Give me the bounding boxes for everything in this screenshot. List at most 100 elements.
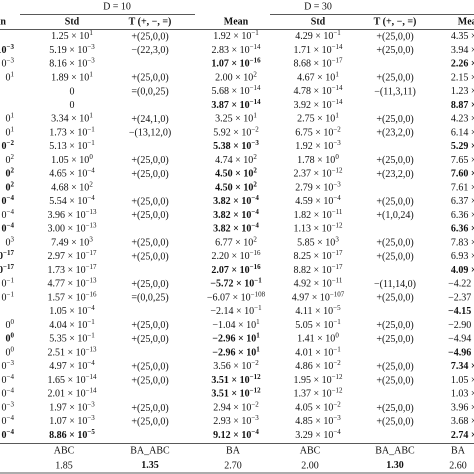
table-cell: 3.51 × 10−12 <box>211 373 261 387</box>
table-cell: 8.86 × 10−5 <box>49 428 95 442</box>
table-cell: 4.04 × 10−1 <box>49 318 95 332</box>
table-cell: 3.68 × 10 <box>451 417 474 428</box>
cell-base: 4.59 × 10 <box>295 196 333 207</box>
table-cell: 4.86 × 10−2 <box>295 359 341 373</box>
rank-value: 1.35 <box>141 460 159 471</box>
cell-base: 0 <box>2 403 7 414</box>
cell-exponent: −4 <box>251 194 259 202</box>
table-cell: 1.23 × 10 <box>451 86 474 97</box>
table-cell: +(25,0,0) <box>376 293 413 304</box>
cell-base: 1.73 × 10 <box>47 265 85 276</box>
cell-exponent: −17 <box>3 249 14 257</box>
cell-base: 5.92 × 10 <box>213 128 251 139</box>
table-cell: 2.93 × 10−3 <box>213 414 259 428</box>
cell-base: 0 <box>0 265 3 276</box>
cell-exponent: −3 <box>87 56 95 64</box>
table-cell: 3.00 × 10−13 <box>47 221 97 235</box>
cell-exponent: 1 <box>89 111 93 119</box>
cell-base: 4.05 × 10 <box>295 403 333 414</box>
cell-exponent: 1 <box>256 331 260 339</box>
table-cell: +(25,0,0) <box>376 238 413 249</box>
cell-exponent: −14 <box>332 97 343 105</box>
table-cell: −4.94 × 10 <box>448 334 474 345</box>
rank-value: 1.85 <box>55 460 73 471</box>
cell-exponent: −1 <box>7 290 15 298</box>
table-cell: +(23,2,0) <box>376 169 413 180</box>
table-cell: 0−4 <box>2 373 15 387</box>
group-header: D = 30 <box>304 1 332 12</box>
cell-base: 4.50 × 10 <box>215 169 253 180</box>
cell-base: −1.04 × 10 <box>212 320 256 331</box>
cell-base: 2.26 × 10 <box>451 59 474 70</box>
table-cell: 2.26 × 10 <box>451 59 474 70</box>
cell-base: 3.34 × 10 <box>51 114 89 125</box>
table-cell: 01 <box>6 70 15 84</box>
cell-base: 5.85 × 10 <box>297 238 335 249</box>
table-cell: 2.94 × 10−2 <box>213 400 259 414</box>
table-cell: +(25,0,0) <box>131 403 168 414</box>
cell-base: 0 <box>6 73 11 84</box>
cell-base: 2.01 × 10 <box>47 389 85 400</box>
cell-base: 3.87 × 10 <box>211 100 249 111</box>
table-cell: +(25,0,0) <box>376 362 413 373</box>
table-cell: 1.65 × 10−14 <box>47 373 97 387</box>
cell-exponent: −12 <box>250 373 261 381</box>
cell-base: 4.97 × 10 <box>292 293 330 304</box>
cell-exponent: −3 <box>7 359 15 367</box>
table-cell: 0−17 <box>0 249 14 263</box>
cell-exponent: 3 <box>335 235 339 243</box>
table-cell: 2.37 × 10−12 <box>293 166 343 180</box>
table-cell: 3.96 × 10−13 <box>47 207 97 221</box>
cell-exponent: −4 <box>251 428 259 436</box>
cell-exponent: −3 <box>333 139 341 147</box>
cell-exponent: −14 <box>86 386 97 394</box>
cell-exponent: −1 <box>251 29 259 37</box>
cell-exponent: −2 <box>251 125 259 133</box>
cell-exponent: 0 <box>11 345 15 353</box>
table-cell: 9.12 × 10−4 <box>213 428 259 442</box>
table-cell: 5.38 × 10−3 <box>213 139 259 153</box>
algorithm-label: BA <box>451 445 466 456</box>
table-cell: −(11,3,11) <box>374 86 416 97</box>
cell-base: 4.50 × 10 <box>215 183 253 194</box>
cell-exponent: −1 <box>87 125 95 133</box>
group-header: D = 10 <box>103 1 131 12</box>
table-cell: 2.83 × 10−14 <box>211 42 261 56</box>
cell-base: 4.35 × 10 <box>451 31 474 42</box>
table-cell: 2.51 × 10−13 <box>47 345 97 359</box>
table-cell: 02 <box>6 180 15 194</box>
cell-base: 1.13 × 10 <box>293 224 331 235</box>
table-cell: 2.07 × 10−16 <box>211 263 261 277</box>
table-cell: 3.56 × 10−2 <box>213 359 259 373</box>
cell-exponent: −11 <box>332 276 343 284</box>
cell-base: 0 <box>2 293 7 304</box>
cell-exponent: −3 <box>7 400 15 408</box>
cell-base: 8.87 × 10 <box>451 100 474 111</box>
table-cell: 0−1 <box>2 290 15 304</box>
cell-base: 6.36 × 10 <box>451 210 474 221</box>
table-cell: 3.34 × 101 <box>51 111 93 125</box>
column-header: Mean <box>0 16 6 27</box>
cell-exponent: 2 <box>11 180 15 188</box>
cell-base: 0 <box>6 128 11 139</box>
table-cell: −2.14 × 10−1 <box>210 304 262 318</box>
table-cell: +(25,0,0) <box>131 169 168 180</box>
cell-exponent: −5 <box>333 304 341 312</box>
cell-base: 7.61 × 10 <box>451 183 474 194</box>
table-cell: 3.82 × 10−4 <box>213 194 259 208</box>
cell-exponent: 3 <box>89 235 93 243</box>
cell-base: −4.94 × 10 <box>448 334 474 345</box>
table-cell: −(13,12,0) <box>129 128 171 139</box>
cell-base: 3.82 × 10 <box>213 196 251 207</box>
cell-base: 6.77 × 10 <box>215 238 253 249</box>
cell-exponent: −3 <box>87 400 95 408</box>
cell-exponent: 2 <box>11 166 15 174</box>
table-cell: 1.13 × 10−12 <box>293 221 343 235</box>
cell-base: 1.92 × 10 <box>295 141 333 152</box>
cell-exponent: −4 <box>87 166 95 174</box>
cell-base: 6.14 × 10 <box>451 128 474 139</box>
rank-value: 2.00 <box>301 460 319 471</box>
cell-base: 4.74 × 10 <box>215 155 253 166</box>
cell-exponent: −1 <box>254 304 262 312</box>
cell-exponent: −2 <box>333 400 341 408</box>
